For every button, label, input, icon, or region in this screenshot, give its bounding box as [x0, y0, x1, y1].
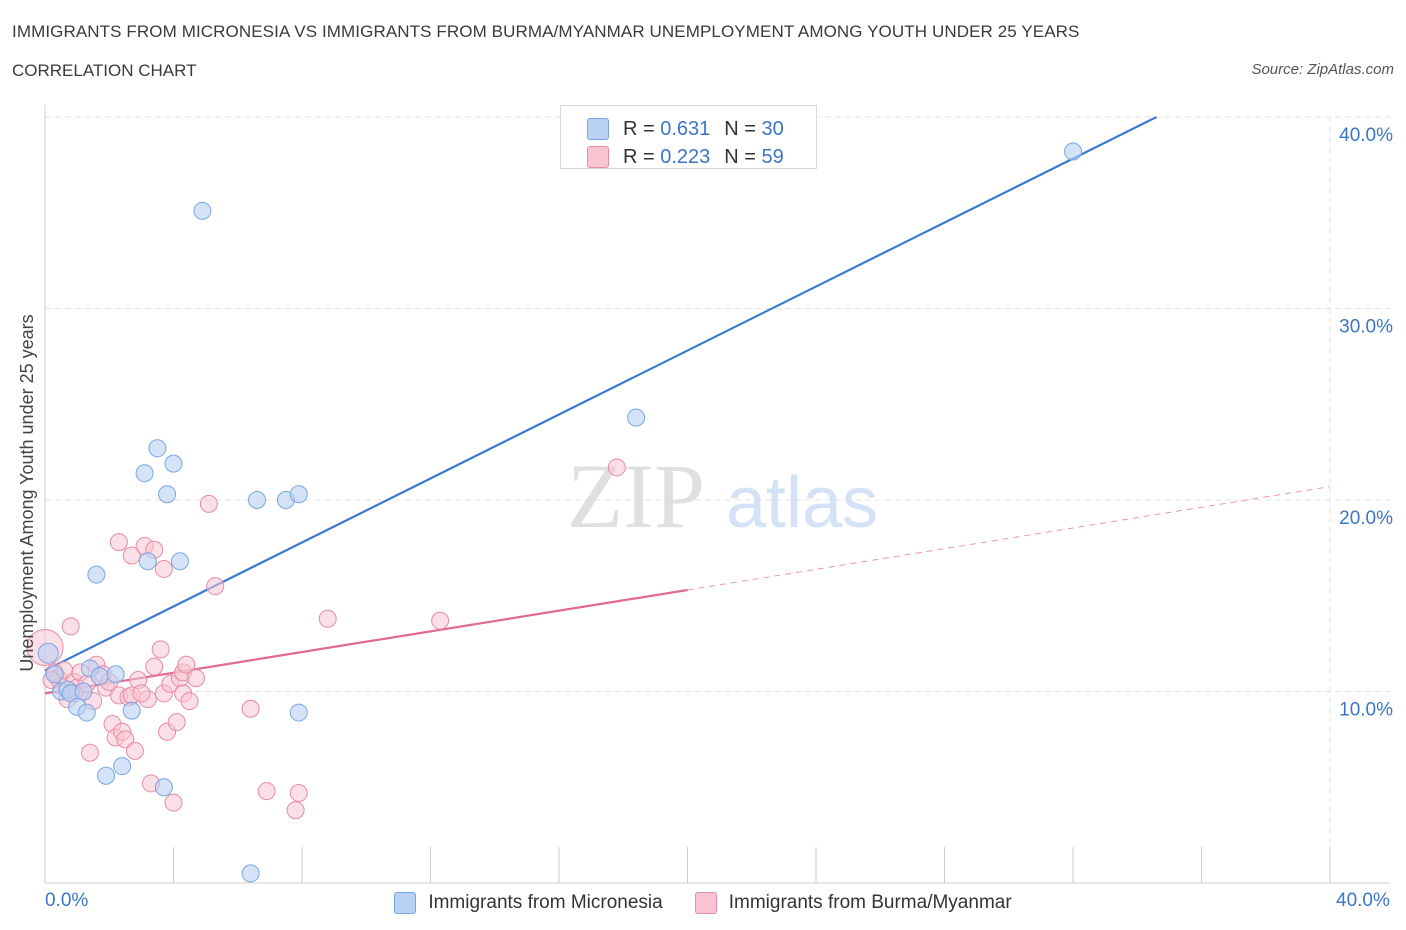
data-point-burma [241, 699, 260, 718]
data-point-burma [109, 533, 128, 552]
legend-n-value: 30 [761, 117, 784, 140]
data-point-burma [125, 741, 144, 760]
series-swatch-blue [394, 892, 417, 914]
data-point-micronesia [164, 454, 183, 473]
legend-n-label: N = [724, 145, 756, 168]
correlation-legend: R = 0.631 N = 30 R = 0.223 N = 59 [560, 105, 817, 169]
data-point-micronesia [193, 201, 212, 220]
data-point-micronesia [289, 703, 308, 722]
y-tick-labels: 10.0% 20.0% 30.0% 40.0% [1339, 125, 1393, 721]
data-point-burma [431, 611, 450, 630]
data-point-micronesia [113, 757, 132, 776]
legend-swatch-blue [587, 118, 609, 140]
data-point-burma [607, 458, 626, 477]
trend-line-burma-extension [687, 486, 1331, 591]
series-name-burma: Immigrants from Burma/Myanmar [728, 892, 1012, 913]
data-point-micronesia [170, 552, 189, 571]
legend-r-label: R = [623, 117, 655, 140]
legend-row-burma: R = 0.223 N = 59 [587, 143, 784, 171]
legend-r-value: 0.223 [660, 145, 711, 168]
data-point-micronesia [248, 491, 267, 509]
data-point-burma [257, 782, 276, 801]
data-point-micronesia [90, 667, 109, 686]
data-point-burma [289, 783, 308, 802]
series-legend: Immigrants from Micronesia Immigrants fr… [0, 888, 1406, 918]
data-point-micronesia [122, 701, 141, 720]
data-point-micronesia [1064, 142, 1082, 161]
x-tick-label-max: 40.0% [1336, 890, 1390, 911]
data-point-micronesia [135, 464, 154, 483]
data-point-burma [167, 713, 186, 732]
data-point-micronesia [37, 642, 59, 664]
trend-lines [44, 116, 1331, 695]
data-point-burma [286, 801, 305, 820]
x-tick-label-min: 0.0% [45, 890, 89, 911]
data-point-micronesia [241, 864, 260, 883]
y-tick-label: 40.0% [1339, 125, 1393, 146]
trend-line-micronesia [44, 116, 1158, 672]
series-name-micronesia: Immigrants from Micronesia [428, 892, 663, 913]
legend-row-micronesia: R = 0.631 N = 30 [587, 115, 784, 143]
data-point-burma [180, 692, 199, 711]
watermark-atlas: atlas [726, 463, 878, 543]
watermark-zip: ZIP [567, 445, 705, 547]
data-point-micronesia [148, 439, 167, 458]
trend-line-burma [44, 588, 688, 695]
data-point-burma [80, 743, 99, 762]
y-tick-label: 20.0% [1339, 508, 1393, 529]
data-point-burma [177, 655, 196, 674]
data-point-burma [132, 684, 151, 703]
data-point-micronesia [45, 665, 64, 684]
y-tick-label: 10.0% [1339, 700, 1393, 721]
data-point-burma [186, 669, 205, 688]
data-point-burma [122, 546, 141, 565]
source-credit: Source: ZipAtlas.com [1251, 61, 1394, 78]
legend-n-label: N = [724, 117, 756, 140]
data-point-burma [164, 793, 183, 812]
series-legend-micronesia[interactable]: Immigrants from Micronesia [394, 892, 663, 914]
series-legend-burma[interactable]: Immigrants from Burma/Myanmar [694, 892, 1012, 914]
data-point-burma [199, 494, 218, 513]
data-points [26, 142, 1082, 883]
data-point-burma [318, 609, 337, 628]
data-point-micronesia [74, 682, 93, 701]
data-point-burma [61, 617, 80, 636]
data-point-micronesia [138, 552, 157, 571]
data-point-micronesia [106, 665, 125, 684]
chart-subtitle: CORRELATION CHART [12, 61, 197, 80]
data-point-burma [206, 577, 225, 596]
data-point-micronesia [154, 778, 173, 797]
legend-swatch-pink [587, 146, 609, 168]
data-point-burma [116, 730, 135, 749]
chart-title: IMMIGRANTS FROM MICRONESIA VS IMMIGRANTS… [12, 22, 1080, 41]
data-point-burma [154, 559, 173, 578]
y-tick-label: 30.0% [1339, 317, 1393, 338]
legend-r-value: 0.631 [660, 117, 711, 140]
data-point-micronesia [627, 408, 646, 427]
legend-r-label: R = [623, 145, 655, 168]
data-point-micronesia [158, 485, 177, 504]
data-point-micronesia [97, 766, 116, 785]
y-axis-label: Unemployment Among Youth under 25 years [17, 314, 37, 671]
data-point-micronesia [289, 485, 308, 504]
data-point-burma [151, 640, 170, 659]
legend-n-value: 59 [761, 145, 784, 168]
grid-lines [45, 116, 1390, 883]
data-point-burma [145, 657, 164, 676]
data-point-micronesia [87, 565, 106, 584]
data-point-micronesia [77, 703, 96, 722]
series-swatch-pink [694, 892, 717, 914]
axes [44, 105, 1390, 884]
